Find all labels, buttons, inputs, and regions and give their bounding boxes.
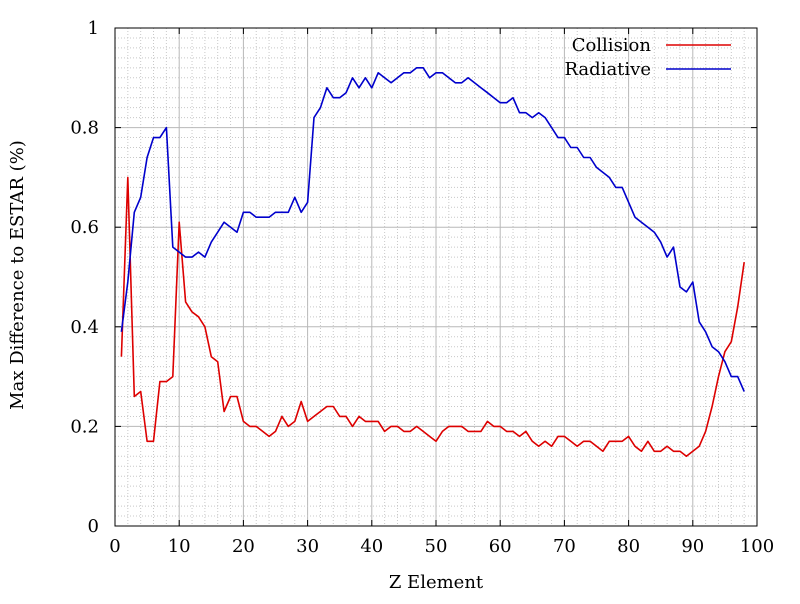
x-tick-label: 20 (232, 536, 255, 557)
legend: Collision Radiative (564, 35, 731, 80)
x-tick-label: 60 (489, 536, 512, 557)
legend-label: Collision (572, 35, 652, 56)
grid (115, 28, 757, 526)
axis-ticks: 0 10 20 30 40 50 60 70 80 90 100 0 0.2 0.4 0.6 0.8 1 (70, 18, 774, 557)
x-axis-title: Z Element (389, 572, 484, 593)
x-tick-label: 70 (553, 536, 576, 557)
y-axis-title: Max Difference to ESTAR (%) (7, 140, 28, 410)
x-tick-label: 100 (740, 536, 774, 557)
x-tick-label: 40 (360, 536, 383, 557)
x-tick-label: 30 (296, 536, 319, 557)
y-tick-label: 0.6 (70, 217, 99, 238)
x-tick-label: 90 (681, 536, 704, 557)
legend-label: Radiative (564, 59, 651, 80)
y-tick-label: 0.8 (70, 118, 99, 139)
series-line-radiative (120, 67, 745, 392)
series-lines (120, 67, 745, 458)
x-tick-label: 10 (168, 536, 191, 557)
series-line-collision (120, 176, 745, 458)
y-tick-label: 0.4 (70, 317, 99, 338)
x-tick-label: 80 (617, 536, 640, 557)
y-tick-label: 0 (88, 516, 99, 537)
y-tick-label: 1 (88, 18, 99, 39)
x-tick-label: 50 (425, 536, 448, 557)
y-tick-label: 0.2 (70, 416, 99, 437)
x-tick-label: 0 (109, 536, 120, 557)
